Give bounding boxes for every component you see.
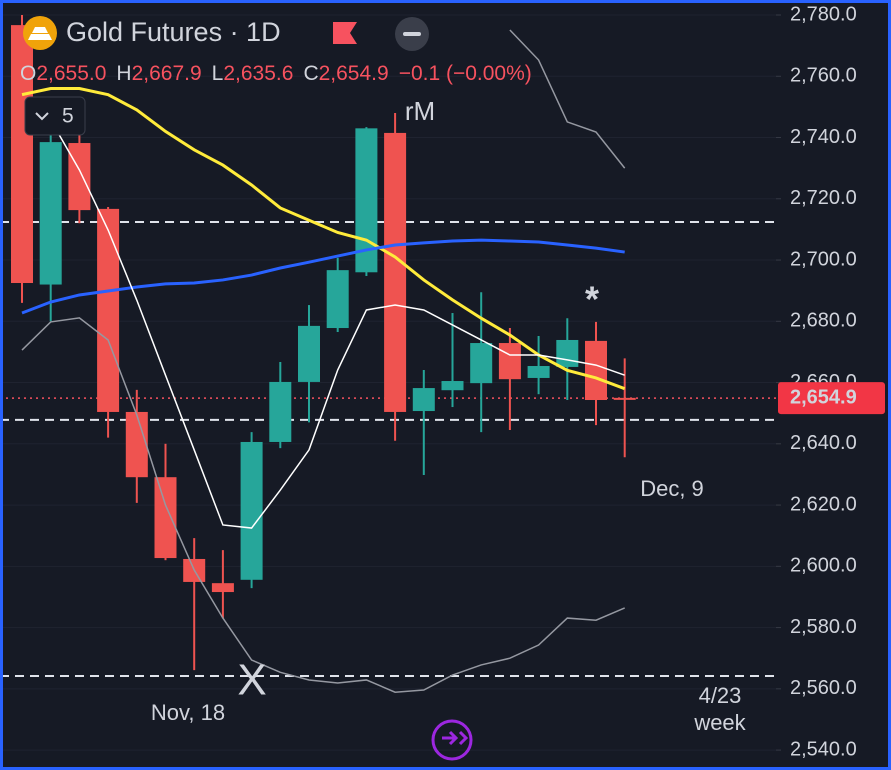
candle-body <box>125 411 148 478</box>
candle-body <box>498 343 521 380</box>
candle-body <box>154 477 177 559</box>
y-tick-label: 2,540.0 <box>790 738 857 760</box>
candle-body <box>39 142 62 285</box>
annotation: X <box>237 656 266 705</box>
candle-body <box>613 397 636 400</box>
candle-body <box>240 441 263 580</box>
y-tick-label: 2,720.0 <box>790 187 857 209</box>
y-tick-label: 2,680.0 <box>790 310 857 332</box>
annotation: Nov, 18 <box>151 700 225 725</box>
annotation: 4/23 <box>699 683 742 708</box>
indicator-line <box>21 238 625 315</box>
candle-body <box>355 128 378 273</box>
y-tick-label: 2,740.0 <box>790 126 857 148</box>
annotation: rM <box>405 96 435 126</box>
indicators-count: 5 <box>62 105 74 128</box>
chevron <box>35 112 49 121</box>
candle-body <box>412 388 435 412</box>
symbol-icon-bars <box>28 27 52 40</box>
candle-body <box>527 366 550 378</box>
annotation: * <box>585 279 599 320</box>
candle-body <box>211 583 234 593</box>
indicator-line <box>21 317 625 693</box>
candle-body <box>585 340 607 401</box>
ohlc-label: L <box>212 62 224 85</box>
y-tick-label: 2,620.0 <box>790 493 857 515</box>
ohlc-label: C <box>303 62 318 85</box>
candle-body <box>298 325 320 382</box>
price-axis: 2,540.0 2,560.0 2,580.0 2,600.0 2,620.0 2,640… <box>776 3 885 760</box>
candle-body <box>11 25 33 284</box>
y-tick-label: 2,600.0 <box>790 555 857 577</box>
change-value: −0.1 (−0.00%) <box>399 62 532 85</box>
indicator-line <box>509 29 626 169</box>
annotation: week <box>693 710 746 735</box>
candle-body <box>470 343 493 384</box>
y-tick-label: 2,760.0 <box>790 65 857 87</box>
overlay: Gold Futures · 1D O2,655.0 H2,667.9 L2,635… <box>20 16 532 761</box>
indicator-line <box>21 87 626 391</box>
candle-body <box>326 270 349 329</box>
ohlc-value: 2,655.0 <box>36 62 106 85</box>
hide-button-minus <box>403 32 421 36</box>
ohlc-label: O <box>20 62 36 85</box>
plot-area <box>0 15 776 693</box>
last-price-box <box>778 382 885 415</box>
y-tick-label: 2,580.0 <box>790 616 857 638</box>
candle-body <box>97 208 120 412</box>
scroll-icon <box>442 730 469 746</box>
symbol-title: Gold Futures · 1D <box>66 17 281 47</box>
ohlc-label: H <box>116 62 131 85</box>
indicators-toggle[interactable] <box>24 96 86 136</box>
scroll-button[interactable] <box>431 719 473 761</box>
ohlc-value: 2,635.6 <box>223 62 293 85</box>
annotation: Dec, 9 <box>640 476 704 501</box>
y-tick-label: 2,560.0 <box>790 677 857 699</box>
candle-body <box>441 381 464 391</box>
y-tick-label: 2,640.0 <box>790 432 857 454</box>
candle-body <box>556 339 579 367</box>
y-tick-label: 2,780.0 <box>790 3 857 25</box>
ohlc-value: 2,654.9 <box>319 62 389 85</box>
candle-body <box>68 143 91 211</box>
y-tick-label: 2,700.0 <box>790 248 857 270</box>
candle-body <box>269 381 292 442</box>
indicator-line <box>50 119 625 529</box>
last-price-label: 2,654.9 <box>790 386 857 408</box>
ohlc-value: 2,667.9 <box>132 62 202 85</box>
flag-icon[interactable] <box>333 22 357 44</box>
ohlc-row: O2,655.0 H2,667.9 L2,635.6 C2,654.9 −0.1 (−0… <box>20 62 532 85</box>
candle-body <box>384 132 407 412</box>
